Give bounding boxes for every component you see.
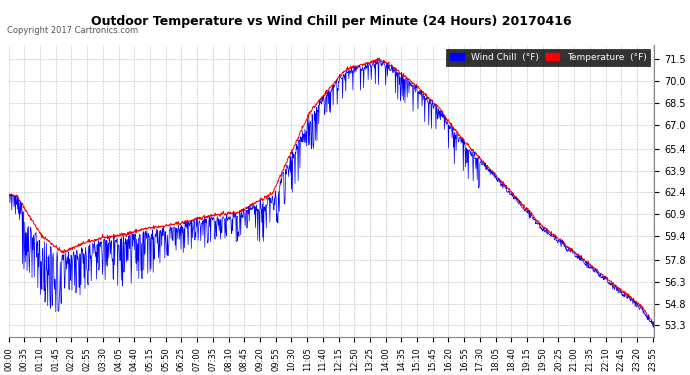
- Text: Copyright 2017 Cartronics.com: Copyright 2017 Cartronics.com: [7, 26, 138, 35]
- Legend: Wind Chill  (°F), Temperature  (°F): Wind Chill (°F), Temperature (°F): [446, 50, 650, 66]
- Title: Outdoor Temperature vs Wind Chill per Minute (24 Hours) 20170416: Outdoor Temperature vs Wind Chill per Mi…: [91, 15, 572, 28]
